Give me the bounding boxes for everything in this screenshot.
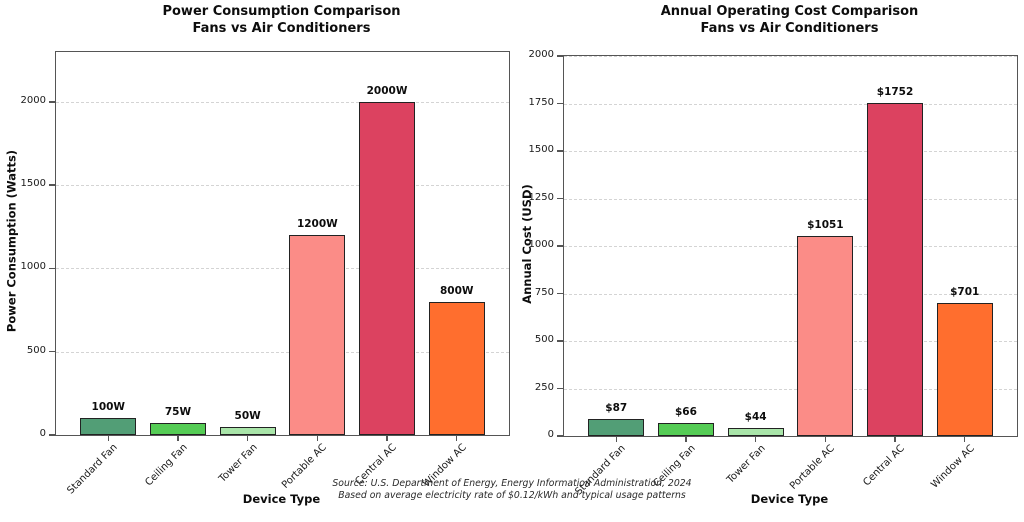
bar-ceiling-fan [150,422,206,435]
y-tick-mark [556,197,563,200]
value-label-tower-fan: $44 [744,410,767,423]
x-tick-mark [685,436,687,442]
gridline [564,56,1017,57]
y-tick-label: 1500 [20,178,46,190]
bar-tower-fan [219,426,276,435]
x-tick-label-window-ac: Window AC [839,443,977,491]
y-tick-mark [556,245,563,247]
value-label-portable-ac: $1051 [807,219,844,232]
bar-standard-fan [588,419,645,436]
x-tick-mark [177,435,179,441]
x-tick-mark [615,436,618,442]
bar-central-ac [867,103,923,436]
y-tick-label: 1250 [528,191,554,203]
gridline [56,351,509,353]
bar-standard-fan [80,418,137,435]
gridline [564,103,1017,105]
value-label-standard-fan: 100W [91,401,126,414]
y-tick-label: 1000 [528,239,554,250]
chart-title: Annual Operating Cost Comparison Fans vs… [563,3,1016,37]
y-axis-label: Power Consumption (Watts) [4,149,19,333]
y-tick-label: 750 [534,286,554,298]
y-tick-label: 0 [39,428,46,439]
bar-window-ac [428,301,485,435]
y-tick-mark [48,350,55,353]
y-tick-label: 500 [534,334,554,345]
value-label-tower-fan: 50W [234,409,261,422]
bar-portable-ac [797,236,854,436]
source-note: Source: U.S. Department of Energy, Energ… [0,478,1024,501]
value-label-window-ac: 800W [439,284,474,297]
x-tick-mark [316,435,319,441]
x-axis-label: Device Type [750,492,829,506]
y-tick-label: 1750 [528,96,554,108]
chart-title: Power Consumption Comparison Fans vs Air… [55,3,508,37]
x-tick-label-window-ac: Window AC [331,442,469,490]
chart-title-line1: Annual Operating Cost Comparison [660,4,919,19]
y-tick-label: 0 [547,429,554,440]
value-label-central-ac: 2000W [366,84,408,97]
x-tick-mark [824,436,827,442]
gridline [564,246,1017,247]
y-tick-label: 1000 [20,261,46,273]
y-tick-label: 1500 [528,144,554,155]
source-note-line2: Based on average electricity rate of $0.… [338,489,686,501]
chart-title-line1: Power Consumption Comparison [162,4,401,19]
gridline [564,341,1017,342]
y-tick-mark [556,435,563,437]
y-tick-mark [556,102,563,105]
value-label-ceiling-fan: $66 [674,406,697,419]
plot-area: 0 250 500 750 1000 1250 1500 1750 2000 $87 Standar… [529,49,1018,497]
y-tick-mark [48,267,55,270]
y-tick-mark [556,387,563,390]
gridline [564,293,1017,295]
gridline [564,151,1017,152]
gridline [56,268,509,270]
x-tick-mark [963,436,966,442]
source-note-line1: Source: U.S. Department of Energy, Energ… [332,478,692,489]
x-tick-mark [455,435,458,441]
y-tick-label: 2000 [20,94,46,106]
x-axis-label: Device Type [242,492,321,506]
bar-portable-ac [289,235,346,435]
gridline [564,198,1017,200]
value-label-portable-ac: 1200W [296,218,338,231]
gridline [564,388,1017,390]
y-tick-label: 250 [534,381,554,393]
y-tick-mark [48,101,55,103]
x-tick-mark [246,435,249,441]
y-tick-mark [48,434,55,436]
annual-cost-chart: Annual Operating Cost Comparison Fans vs… [512,0,1024,522]
bar-tower-fan [727,427,784,436]
chart-title-line2: Fans vs Air Conditioners [192,21,371,36]
y-tick-mark [556,150,563,152]
x-tick-mark [107,435,110,441]
y-tick-mark [556,55,563,57]
value-label-standard-fan: $87 [605,402,628,415]
x-tick-mark [754,436,757,442]
chart-title-line2: Fans vs Air Conditioners [700,21,879,36]
bar-ceiling-fan [658,423,714,436]
bar-window-ac [936,302,993,436]
value-label-window-ac: $701 [950,285,980,298]
value-label-central-ac: $1752 [876,86,914,99]
y-tick-mark [556,340,563,342]
bar-central-ac [359,101,415,435]
y-tick-mark [556,292,563,295]
x-tick-mark [386,435,388,441]
y-tick-label: 2000 [528,49,554,60]
y-tick-label: 500 [26,344,46,356]
x-tick-mark [894,436,896,442]
gridline [56,185,509,187]
power-consumption-chart: Power Consumption Comparison Fans vs Air… [4,3,510,506]
plot-area: 0 500 1000 1500 2000 100W Standard Fan 75W Ceili… [21,51,510,496]
gridline [56,101,509,103]
y-tick-mark [48,184,55,186]
value-label-ceiling-fan: 75W [164,405,192,418]
